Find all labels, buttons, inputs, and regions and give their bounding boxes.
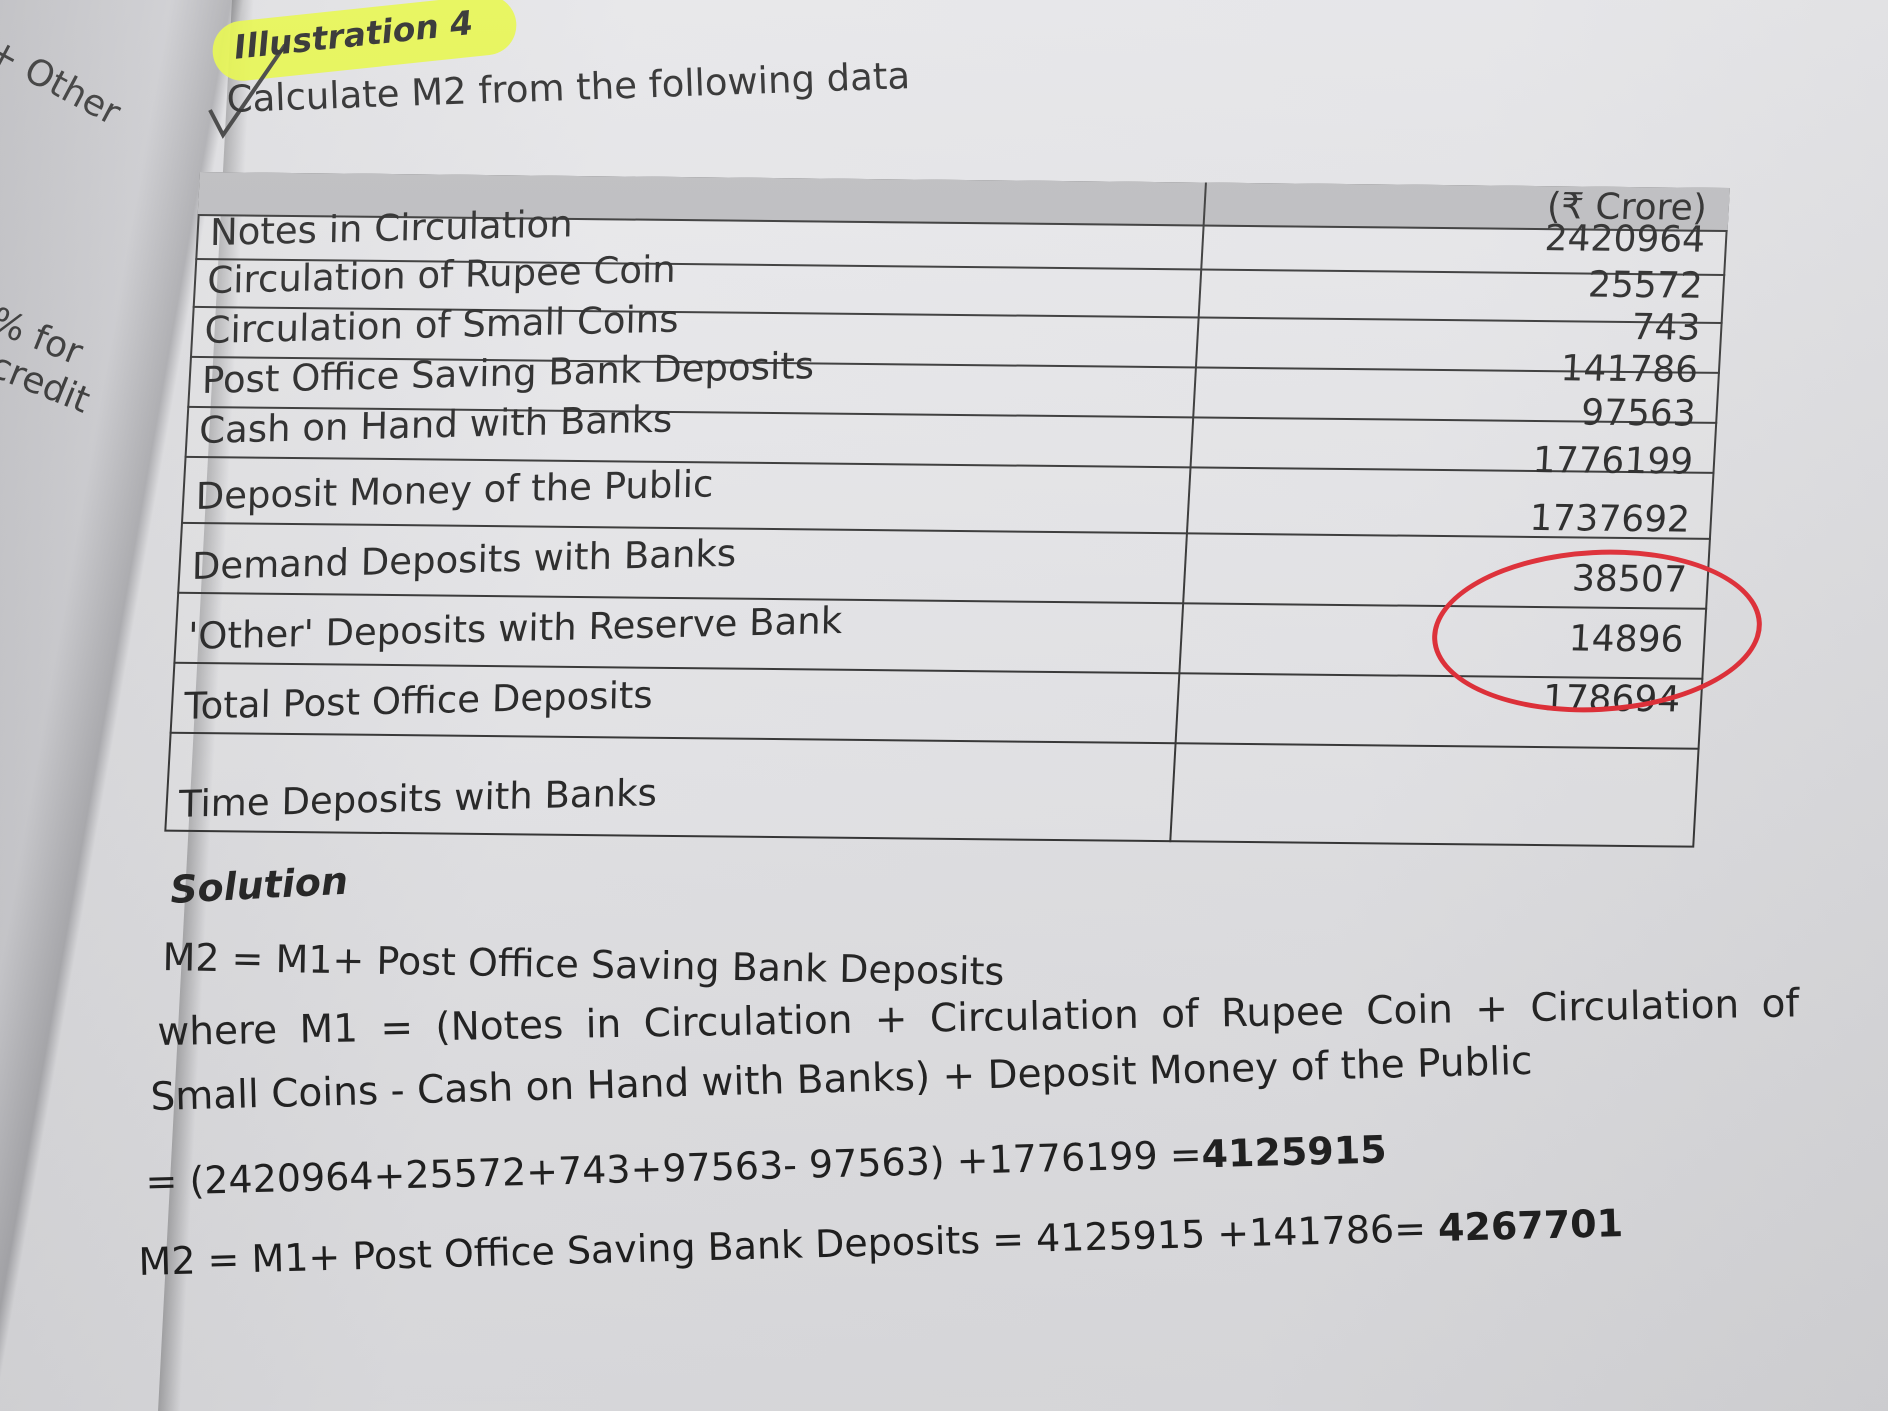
solution-line: M2 = M1+ Post Office Saving Bank Deposit…	[138, 1201, 1624, 1284]
row-value: 97563	[1580, 392, 1697, 435]
pen-checkmark-icon	[208, 43, 287, 139]
row-value: 1776199	[1531, 439, 1695, 483]
row-value: 2420964	[1543, 218, 1707, 261]
data-table: Notes in Circulation Circulation of Rupe…	[164, 172, 1730, 848]
row-label: Total Post Office Deposits	[183, 673, 654, 728]
m1-result: 4125915	[1201, 1127, 1388, 1177]
row-value: 141786	[1559, 348, 1700, 391]
row-label: Demand Deposits with Banks	[191, 531, 737, 588]
m2-result: 4267701	[1437, 1201, 1624, 1250]
row-label: 'Other' Deposits with Reserve Bank	[187, 598, 843, 658]
table-row: Time Deposits with Banks	[164, 734, 1699, 846]
row-value: 1737692	[1528, 497, 1692, 541]
solution-heading: Solution	[169, 858, 349, 912]
row-label: Deposit Money of the Public	[195, 462, 714, 518]
row-value: 743	[1630, 307, 1702, 349]
solution-line: M2 = M1+ Post Office Saving Bank Deposit…	[162, 935, 1005, 994]
row-label: Time Deposits with Banks	[178, 771, 658, 826]
solution-line: = (2420964+25572+743+97563- 97563) +1776…	[145, 1127, 1388, 1204]
row-value: 25572	[1586, 264, 1704, 307]
left-page-fragment: + Other	[0, 30, 127, 134]
row-label: Notes in Circulation	[209, 202, 574, 255]
